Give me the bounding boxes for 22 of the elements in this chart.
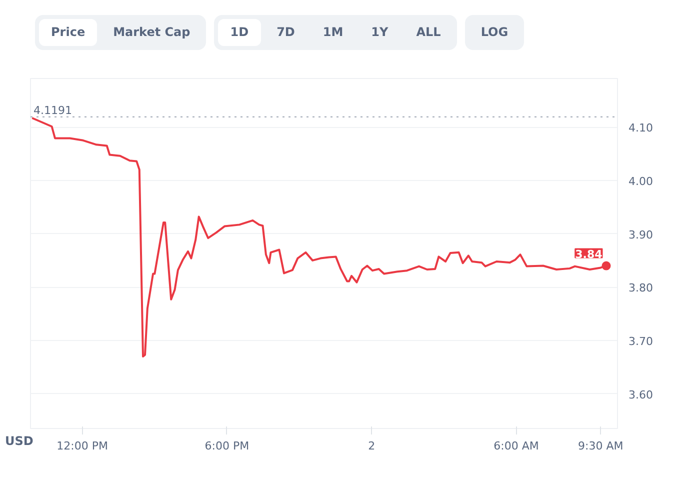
y-tick-label: 3.60 (628, 388, 653, 402)
y-tick-label: 3.80 (628, 282, 653, 295)
text: 1D (218, 19, 261, 46)
x-tick-label: 6:00 AM (494, 440, 539, 452)
text: Price (39, 19, 98, 46)
x-tick-label: 2 (368, 440, 376, 452)
y-tick-label: 4.10 (628, 122, 653, 135)
x-tick-label: 12:00 PM (56, 440, 108, 452)
text: ALL (415, 24, 442, 41)
x-tick-label: 6:00 PM (204, 440, 250, 452)
y-axis-title: USD (5, 434, 34, 448)
text: 1M (322, 24, 344, 41)
annotation: 3.84 (575, 248, 603, 261)
y-tick-label: 3.90 (628, 228, 653, 242)
text: 7D (276, 24, 296, 41)
text: 1Y (370, 24, 390, 41)
ref-line-label: 4.1191 (34, 104, 72, 117)
y-tick-label: 3.70 (628, 334, 653, 348)
text: Market Cap (112, 24, 192, 41)
y-tick-label: 4.00 (628, 174, 653, 188)
x-tick-label: 9:30 AM (578, 440, 624, 452)
text: LOG (480, 24, 510, 41)
